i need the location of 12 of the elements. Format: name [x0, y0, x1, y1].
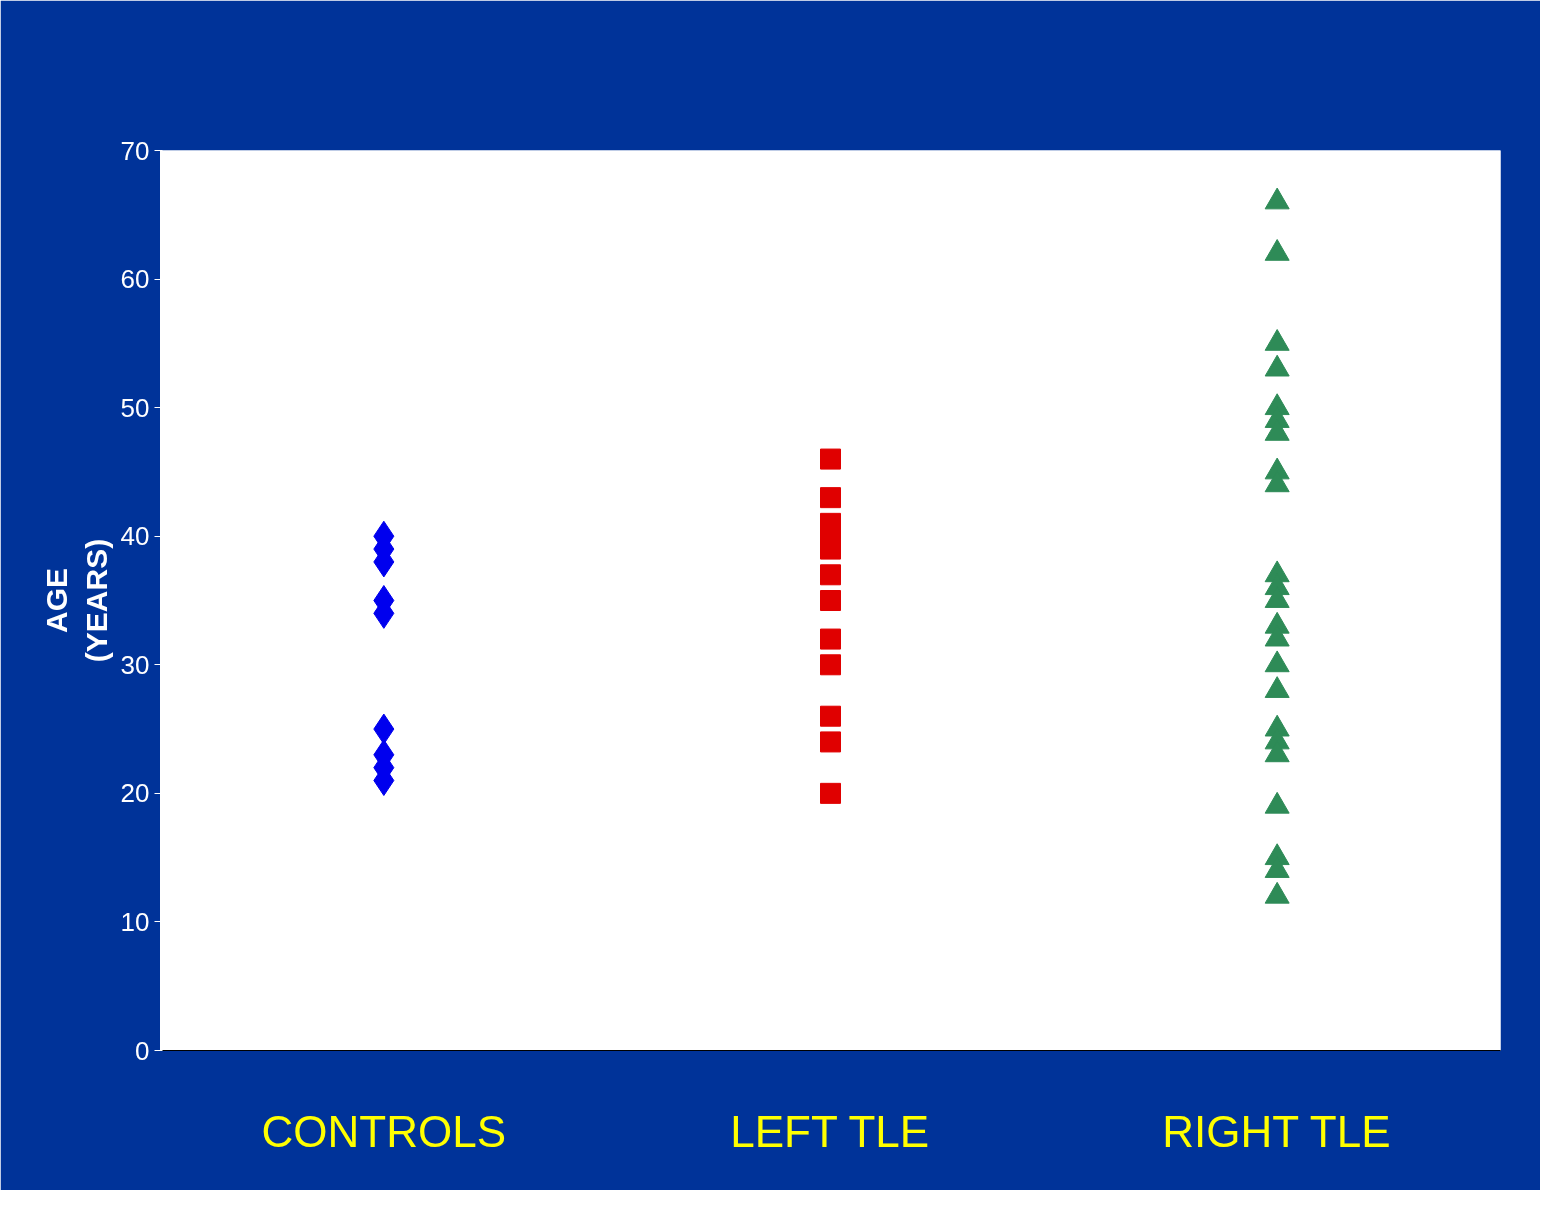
y-tick-label: 60 [120, 264, 150, 295]
x-tick-label: CONTROLS [261, 1106, 507, 1156]
y-tick-label: 20 [120, 778, 150, 809]
y-axis-title: AGE (YEARS) [39, 538, 113, 663]
x-tick-label: LEFT TLE [730, 1106, 930, 1156]
y-tick-label: 0 [135, 1035, 150, 1066]
y-tick-label: 10 [120, 906, 150, 937]
y-tick-label: 30 [120, 649, 150, 680]
y-tick-label: 50 [120, 392, 150, 423]
x-tick-label: RIGHT TLE [1162, 1106, 1391, 1156]
y-tick-label: 70 [120, 135, 150, 166]
y-tick-label: 40 [120, 521, 150, 552]
